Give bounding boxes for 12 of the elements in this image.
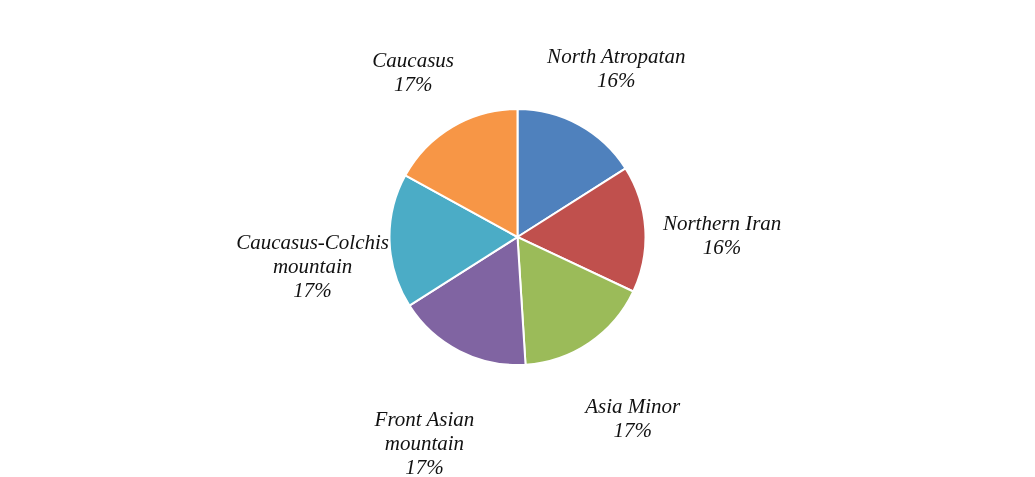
data-label: 16% [597, 68, 636, 93]
slice-label: Northern Iran [661, 211, 782, 236]
slice-label: Asia Minor [583, 393, 682, 418]
slice-label: North Atropatan [546, 44, 686, 69]
data-label: 17% [405, 454, 444, 477]
data-label: 17% [613, 417, 652, 442]
data-label: 17% [393, 71, 433, 96]
data-label: 16% [702, 235, 742, 260]
data-label: 17% [293, 278, 332, 303]
slice-label: Front Asian mountain [373, 406, 475, 455]
slice-label: Caucasus [372, 47, 454, 72]
slice-label: Caucasus-Colchis mountain [236, 230, 390, 279]
